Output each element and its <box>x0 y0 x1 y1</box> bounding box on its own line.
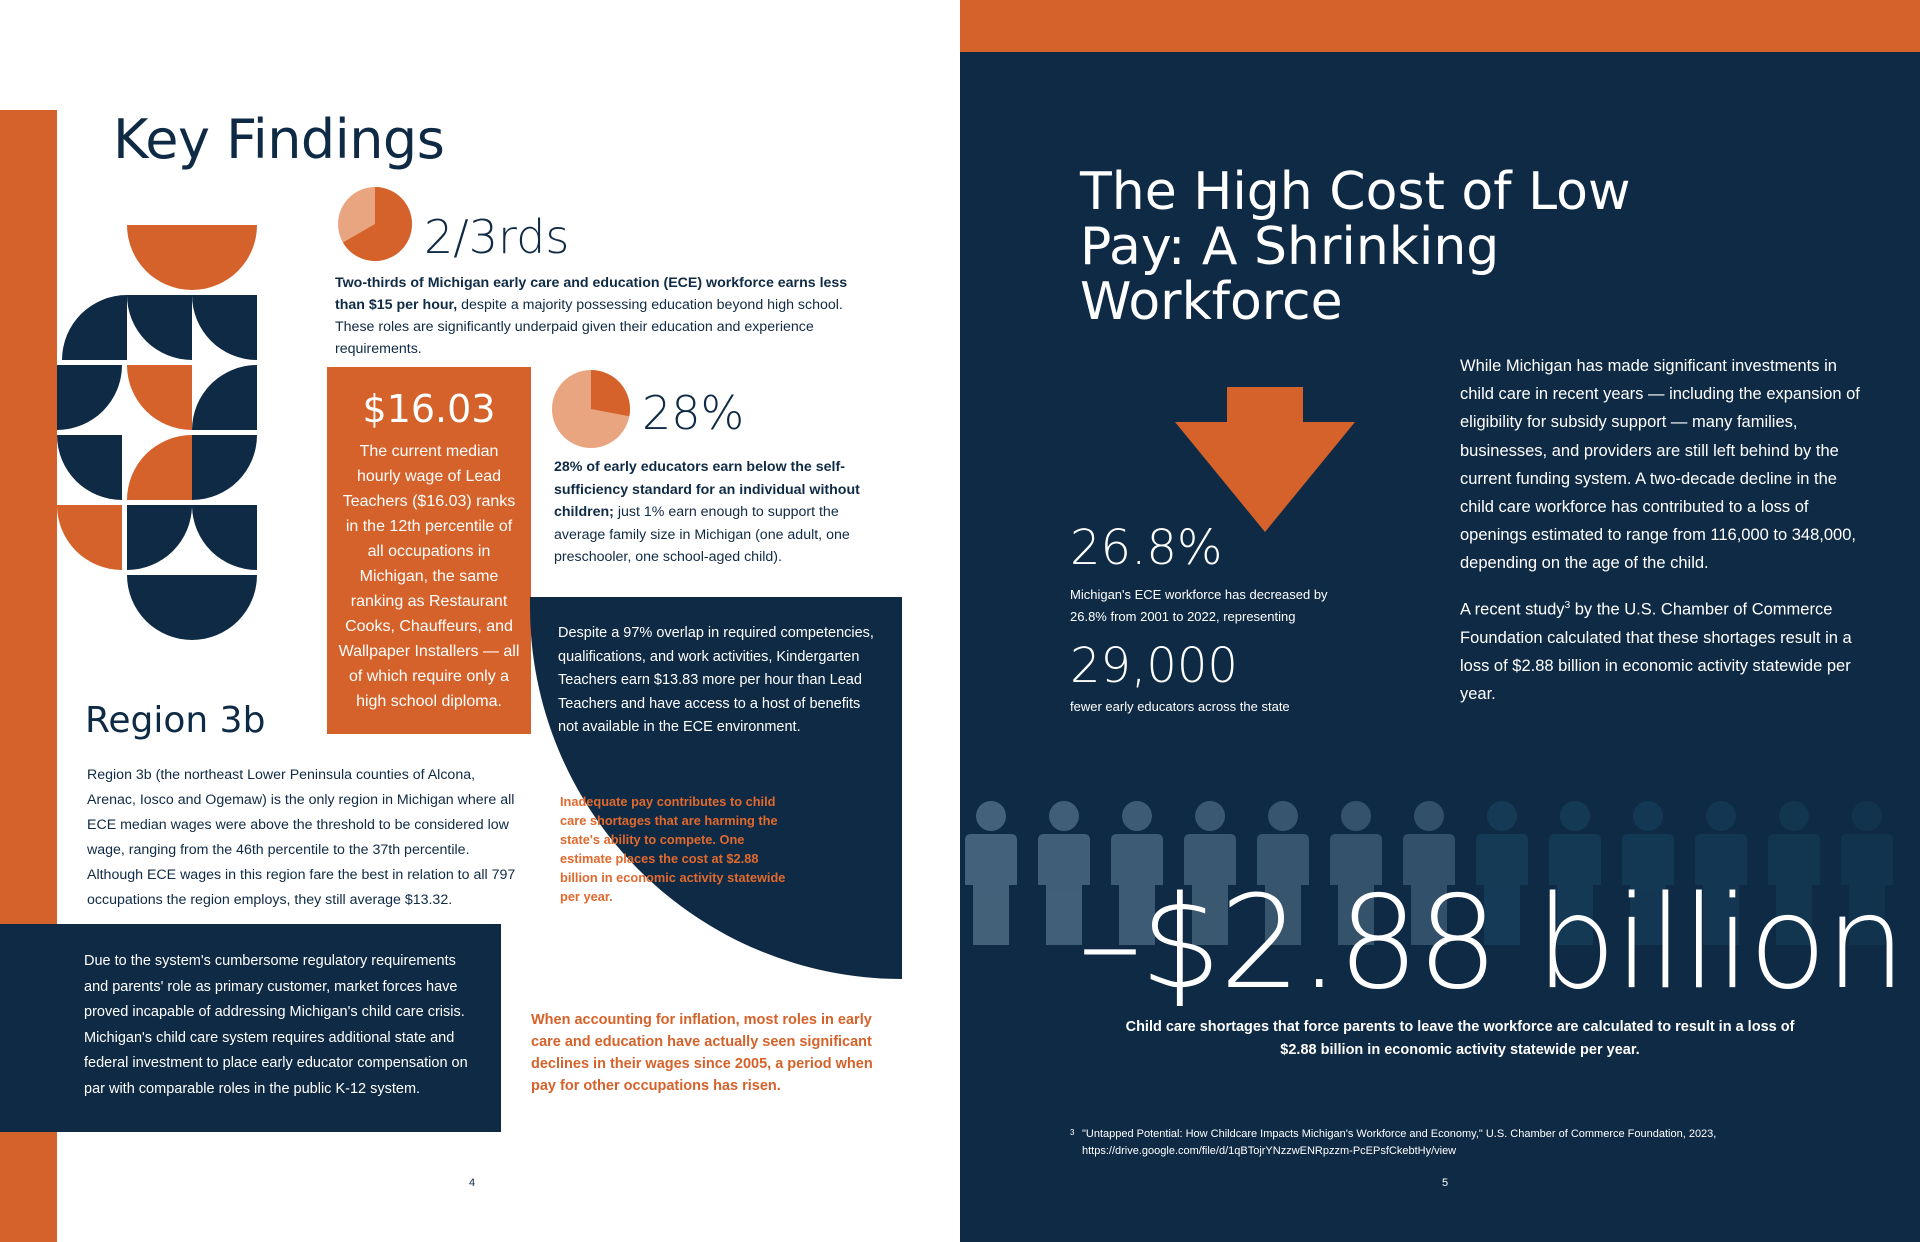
two-thirds-pie-icon <box>338 187 412 261</box>
median-wage-stat: $16.03 <box>362 387 496 431</box>
chamber-study-paragraph: A recent study3 by the U.S. Chamber of C… <box>1460 592 1870 708</box>
person-figure-icon <box>1403 801 1455 945</box>
para2-start: A recent study <box>1460 600 1565 619</box>
person-figure-icon <box>965 801 1017 945</box>
two-thirds-rest-text: despite a majority possessing education … <box>335 297 843 357</box>
workforce-decline-text: Michigan's ECE workforce has decreased b… <box>1070 587 1328 624</box>
section-title: The High Cost of Low Pay: A Shrinking Wo… <box>1080 162 1631 332</box>
footnote: 3 "Untapped Potential: How Childcare Imp… <box>1070 1126 1842 1160</box>
person-figure-icon <box>1330 801 1382 945</box>
person-figure-icon <box>1476 801 1528 945</box>
person-figure-icon <box>1111 801 1163 945</box>
page-title: Key Findings <box>113 108 445 171</box>
page-number-right: 5 <box>1442 1177 1449 1189</box>
twenty-eight-percent-stat: 28% <box>642 386 745 440</box>
investment-paragraph: While Michigan has made significant inve… <box>1460 357 1860 573</box>
workforce-decline-stat: 26.8% <box>1070 520 1223 576</box>
person-figure-icon <box>1184 801 1236 945</box>
two-thirds-description: Two-thirds of Michigan early care and ed… <box>335 272 865 360</box>
footnote-text: "Untapped Potential: How Childcare Impac… <box>1082 1128 1717 1157</box>
median-wage-box: $16.03 The current median hourly wage of… <box>327 367 531 734</box>
overlap-text: Despite a 97% overlap in required compet… <box>558 625 874 735</box>
person-figure-icon <box>1257 801 1309 945</box>
people-figures-graphic <box>965 801 1893 945</box>
person-figure-icon <box>1768 801 1820 945</box>
median-wage-text: The current median hourly wage of Lead T… <box>338 443 520 710</box>
person-figure-icon <box>1841 801 1893 945</box>
two-thirds-bold-text: Two-thirds of Michigan early care and ed… <box>335 275 848 313</box>
economic-loss-caption: Child care shortages that force parents … <box>1125 1019 1795 1058</box>
person-figure-icon <box>1622 801 1674 945</box>
market-forces-text: Due to the system's cumbersome regulator… <box>84 953 468 1097</box>
left-page: Key Findings 2/3rds Two-thirds of Michig… <box>0 108 902 1242</box>
educators-lost-text: fewer early educators across the state <box>1070 699 1290 714</box>
down-arrow-icon <box>1175 387 1355 532</box>
person-figure-icon <box>1549 801 1601 945</box>
two-thirds-stat: 2/3rds <box>424 210 570 264</box>
navy-info-box <box>0 924 501 1132</box>
twenty-eight-percent-description: 28% of early educators earn below the se… <box>554 456 864 569</box>
region-heading: Region 3b <box>85 700 266 741</box>
inflation-callout: When accounting for inflation, most role… <box>531 1012 873 1094</box>
page-number-left: 4 <box>469 1177 476 1189</box>
person-figure-icon <box>1695 801 1747 945</box>
para2-end: by the U.S. Chamber of Commerce Foundati… <box>1460 600 1852 704</box>
person-figure-icon <box>1038 801 1090 945</box>
footnote-number: 3 <box>1070 1128 1075 1137</box>
economic-loss-stat: –$2.88 billion <box>1078 869 1906 1018</box>
inadequate-pay-callout: Inadequate pay contributes to child care… <box>560 794 786 904</box>
p28-bold-text: 28% of early educators earn below the se… <box>554 459 860 520</box>
right-page: The High Cost of Low Pay: A Shrinking Wo… <box>960 0 1920 1242</box>
region-text: Region 3b (the northeast Lower Peninsula… <box>87 767 516 908</box>
geometric-pattern-graphic <box>57 225 257 640</box>
p28-rest-text: just 1% earn enough to support the avera… <box>554 504 850 565</box>
footnote-ref: 3 <box>1564 600 1571 611</box>
twenty-eight-percent-pie-icon <box>552 370 630 448</box>
orange-top-bar <box>960 0 1920 52</box>
educators-lost-stat: 29,000 <box>1070 638 1238 694</box>
